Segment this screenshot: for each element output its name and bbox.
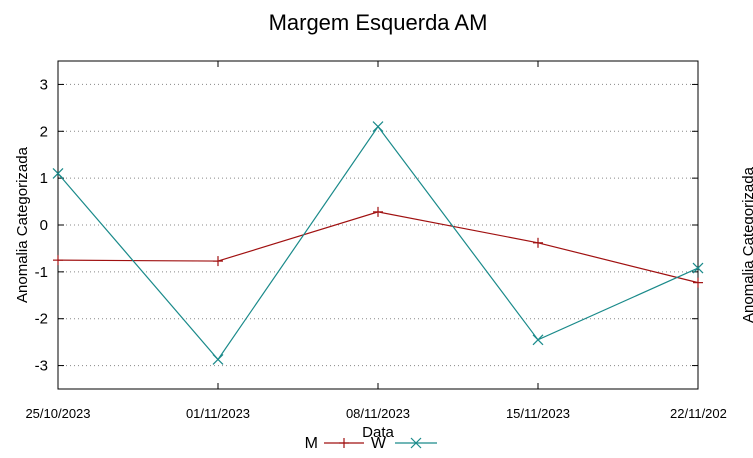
legend: M W bbox=[305, 435, 437, 452]
x-tick-label: 01/11/2023 bbox=[186, 406, 250, 421]
data-point-w bbox=[52, 168, 64, 179]
y-tick-label: 1 bbox=[40, 170, 48, 187]
data-point-m bbox=[533, 237, 543, 248]
y-tick-label: 0 bbox=[40, 217, 48, 234]
series-line-w bbox=[57, 125, 699, 361]
y-tick-label: -1 bbox=[35, 264, 48, 281]
data-point-m bbox=[213, 256, 223, 267]
y-ticks: -3 -2 -1 0 1 2 3 bbox=[35, 76, 698, 375]
x-ticks: 25/10/2023 01/11/2023 08/11/2023 15/11/2023… bbox=[25, 61, 727, 421]
data-point-w bbox=[212, 354, 224, 365]
series-layer bbox=[52, 121, 704, 365]
data-point-w bbox=[532, 334, 544, 346]
x-axis-label: Data bbox=[362, 424, 394, 441]
data-point-m bbox=[693, 277, 703, 288]
data-point-w bbox=[372, 121, 384, 133]
legend-marker-w bbox=[410, 437, 422, 449]
data-point-m bbox=[53, 255, 63, 266]
y-tick-label: 2 bbox=[40, 123, 48, 140]
x-tick-label: 08/11/2023 bbox=[346, 406, 410, 421]
x-tick-label: 15/11/2023 bbox=[506, 406, 570, 421]
y-tick-label: 3 bbox=[40, 76, 48, 93]
legend-marker-m bbox=[339, 438, 349, 448]
legend-label-w: W bbox=[371, 435, 387, 452]
x-tick-label: 25/10/2023 bbox=[25, 406, 90, 421]
chart-title: Margem Esquerda AM bbox=[269, 10, 488, 35]
right-y-axis-label-partial: Anomalia Categorizada bbox=[740, 166, 753, 323]
y-tick-label: -3 bbox=[35, 358, 48, 375]
grid bbox=[58, 83, 698, 367]
y-tick-label: -2 bbox=[35, 311, 48, 328]
data-point-m bbox=[373, 206, 383, 217]
plot-frame bbox=[57, 60, 699, 390]
x-tick-label: 22/11/202 bbox=[670, 406, 727, 421]
y-axis-label: Anomalia Categorizada bbox=[14, 146, 31, 303]
data-point-w bbox=[692, 262, 704, 274]
legend-label-m: M bbox=[305, 435, 318, 452]
